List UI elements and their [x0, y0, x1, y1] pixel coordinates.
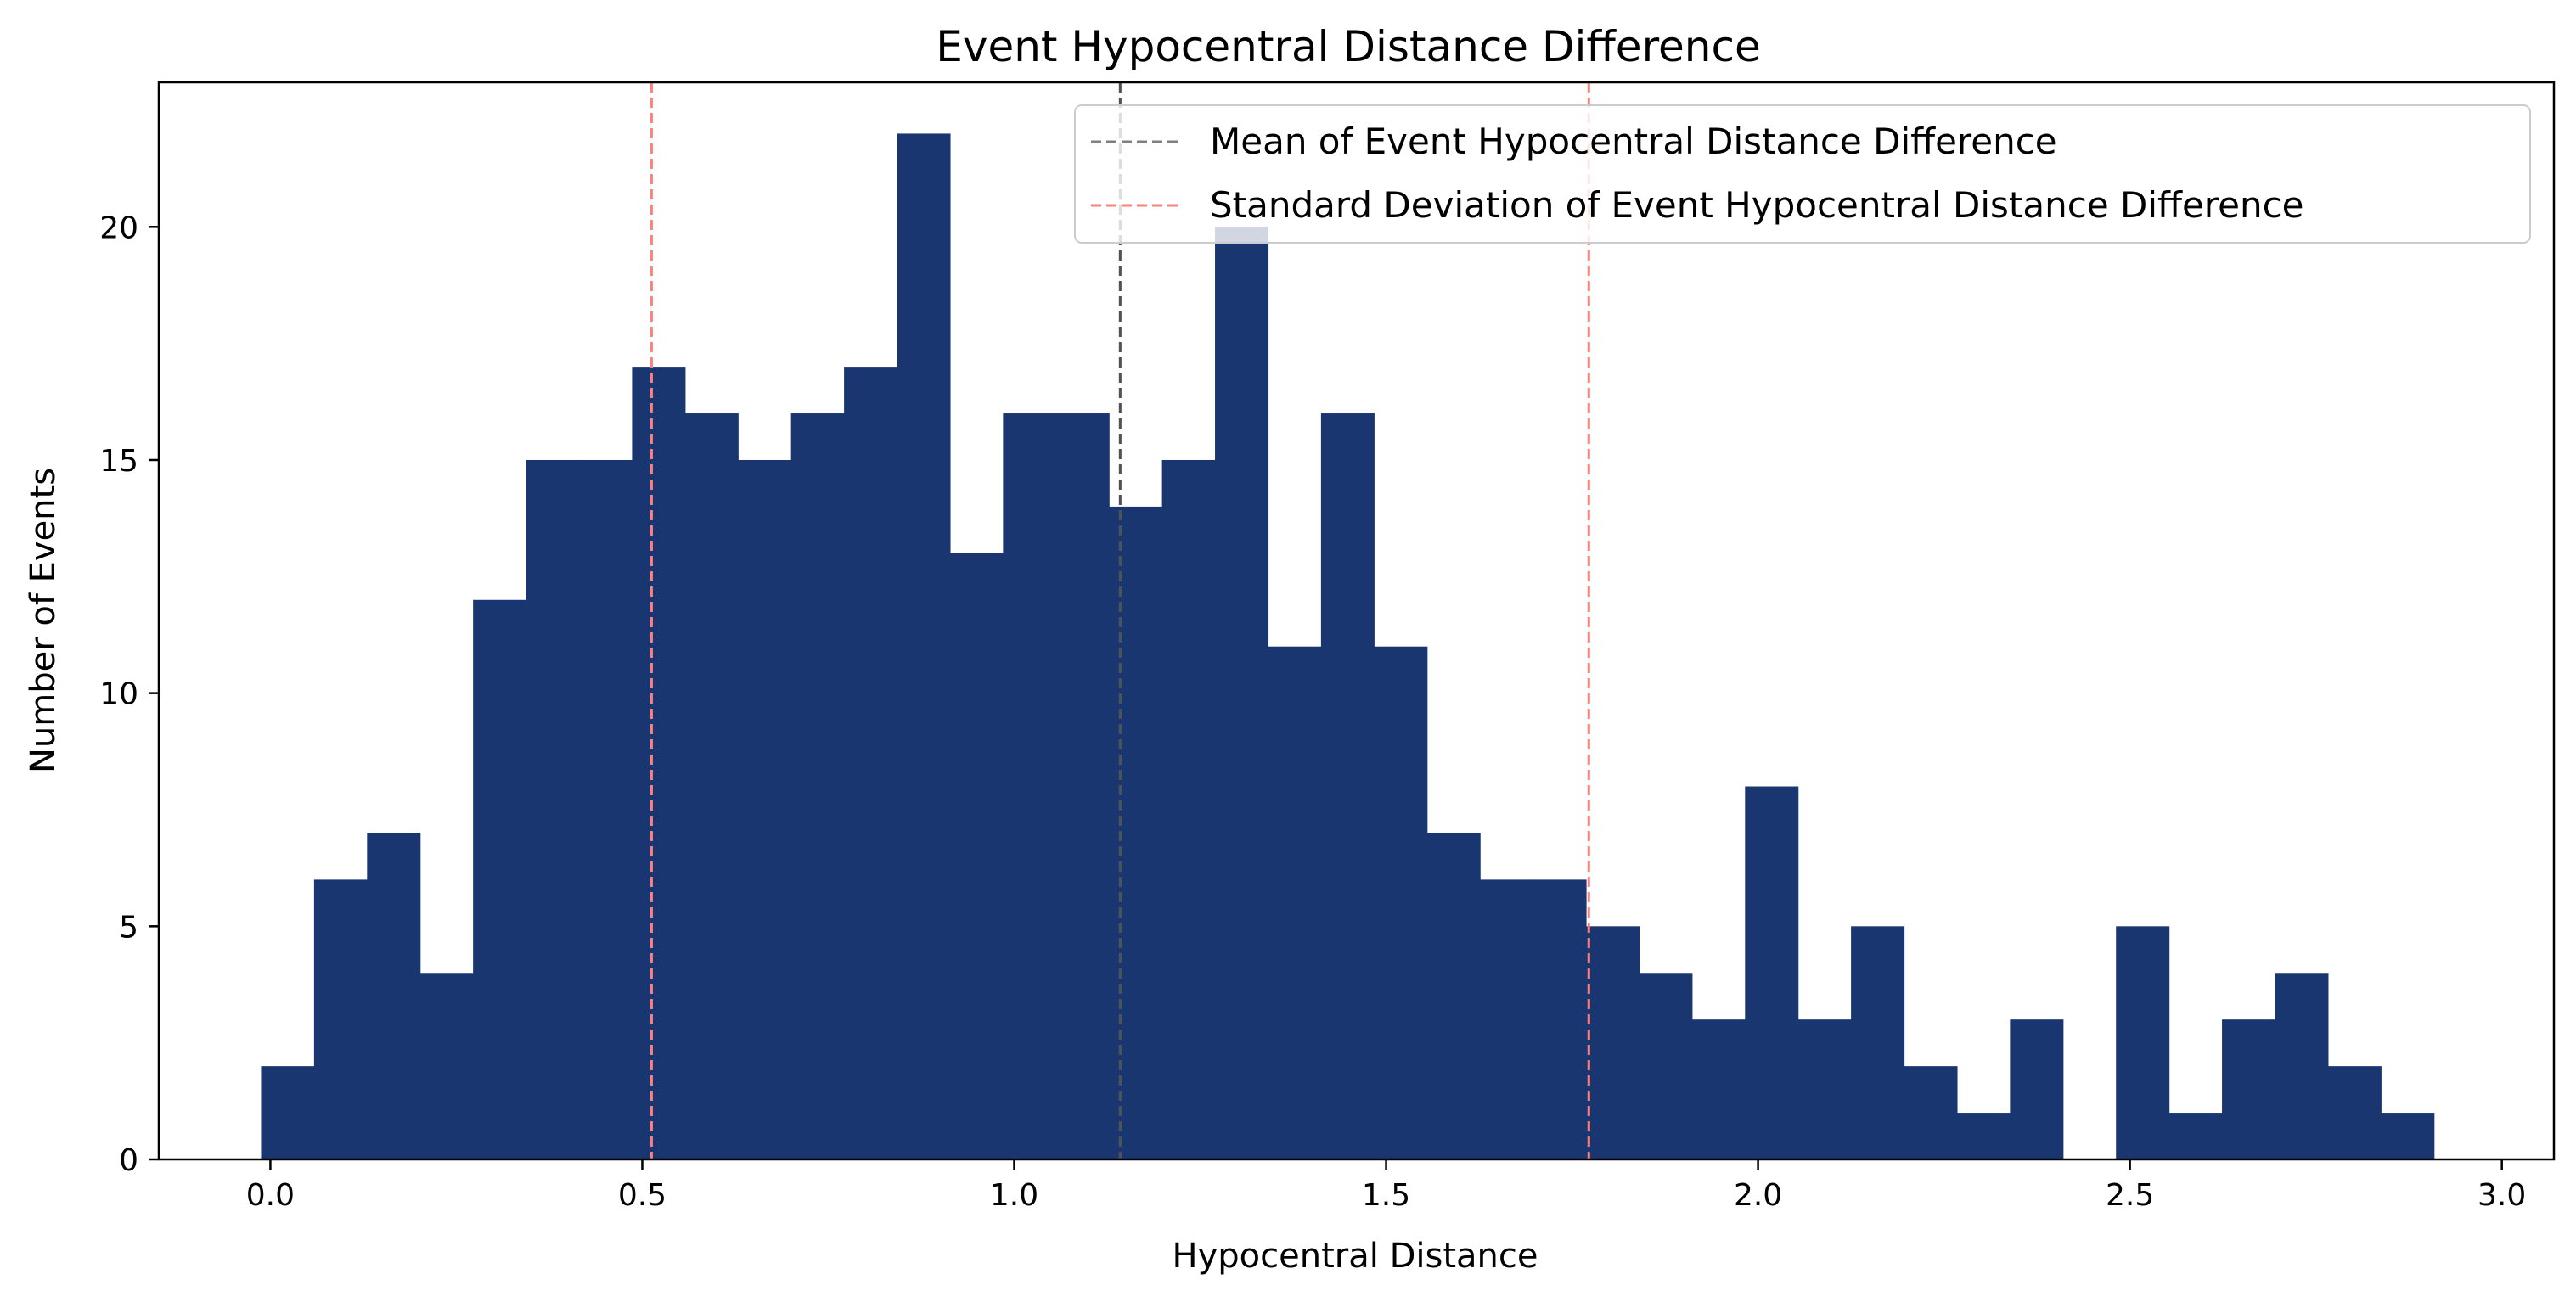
histogram-bar — [1320, 413, 1375, 1159]
legend: Mean of Event Hypocentral Distance Diffe… — [1074, 104, 2531, 244]
histogram-bar — [1639, 973, 1693, 1159]
histogram-bar — [790, 413, 845, 1159]
histogram-bar — [684, 413, 739, 1159]
histogram-bar — [1533, 879, 1587, 1159]
x-axis-label: Hypocentral Distance — [1173, 1237, 1538, 1276]
histogram-bar — [949, 553, 1004, 1159]
histogram-bar — [2327, 1066, 2382, 1159]
histogram-bar — [1109, 506, 1163, 1159]
histogram-bar — [632, 367, 686, 1160]
histogram-bar — [897, 133, 951, 1160]
y-axis-label: Number of Events — [24, 468, 63, 773]
histogram-bar — [367, 833, 421, 1159]
histogram-bar — [473, 599, 527, 1159]
reference-lines-group — [650, 82, 1590, 1159]
y-tick-label: 10 — [99, 677, 138, 712]
histogram-bar — [844, 367, 898, 1160]
histogram-bar — [578, 459, 633, 1159]
x-tick-label: 0.0 — [246, 1178, 295, 1213]
histogram-bar — [1904, 1066, 1958, 1159]
histogram-bar — [2381, 1113, 2435, 1159]
histogram-bar — [1851, 926, 1905, 1159]
histogram-bar — [1797, 1019, 1852, 1159]
histogram-bar — [526, 459, 580, 1159]
histogram-bar — [1585, 926, 1640, 1159]
y-tick-label: 5 — [119, 910, 138, 945]
histogram-bar — [2275, 973, 2329, 1159]
histogram-bar — [419, 973, 474, 1159]
histogram-bar — [1161, 459, 1216, 1159]
plot-frame — [157, 81, 2556, 1161]
x-tick-label: 0.5 — [618, 1178, 666, 1213]
histogram-bar — [2168, 1113, 2223, 1159]
y-tick-label: 20 — [99, 210, 138, 245]
histogram-bar — [1374, 646, 1428, 1159]
histogram-bar — [2010, 1019, 2064, 1159]
x-axis-ticks: 0.0 0.5 1.0 1.5 2.0 2.5 3.0 — [246, 1159, 2526, 1213]
legend-mean-label: Mean of Event Hypocentral Distance Diffe… — [1210, 121, 2057, 162]
y-axis-ticks: 0 5 10 15 20 — [99, 210, 159, 1178]
histogram-bar — [738, 459, 792, 1159]
histogram-bar — [313, 879, 368, 1159]
bars-group — [261, 133, 2435, 1160]
histogram-bar — [2116, 926, 2170, 1159]
histogram-bar — [1956, 1113, 2011, 1159]
x-tick-label: 2.0 — [1734, 1178, 1782, 1213]
y-tick-label: 15 — [99, 444, 138, 479]
histogram-bar — [1268, 646, 1322, 1159]
histogram-bar — [2222, 1019, 2276, 1159]
x-tick-label: 1.0 — [990, 1178, 1038, 1213]
histogram-bar — [1055, 413, 1110, 1159]
y-tick-label: 0 — [119, 1143, 138, 1178]
x-tick-label: 2.5 — [2106, 1178, 2154, 1213]
histogram-bar — [1426, 833, 1481, 1159]
histogram-bar — [1003, 413, 1057, 1159]
chart-title: Event Hypocentral Distance Difference — [936, 22, 1760, 71]
x-tick-label: 1.5 — [1362, 1178, 1410, 1213]
histogram-bar — [1745, 786, 1799, 1159]
histogram-bar — [1480, 879, 1534, 1159]
histogram-bar — [261, 1066, 315, 1159]
x-tick-label: 3.0 — [2478, 1178, 2526, 1213]
legend-std-label: Standard Deviation of Event Hypocentral … — [1210, 184, 2304, 226]
histogram-bar — [1691, 1019, 1746, 1159]
legend-box — [1074, 104, 2531, 244]
histogram-bar — [1215, 227, 1269, 1159]
